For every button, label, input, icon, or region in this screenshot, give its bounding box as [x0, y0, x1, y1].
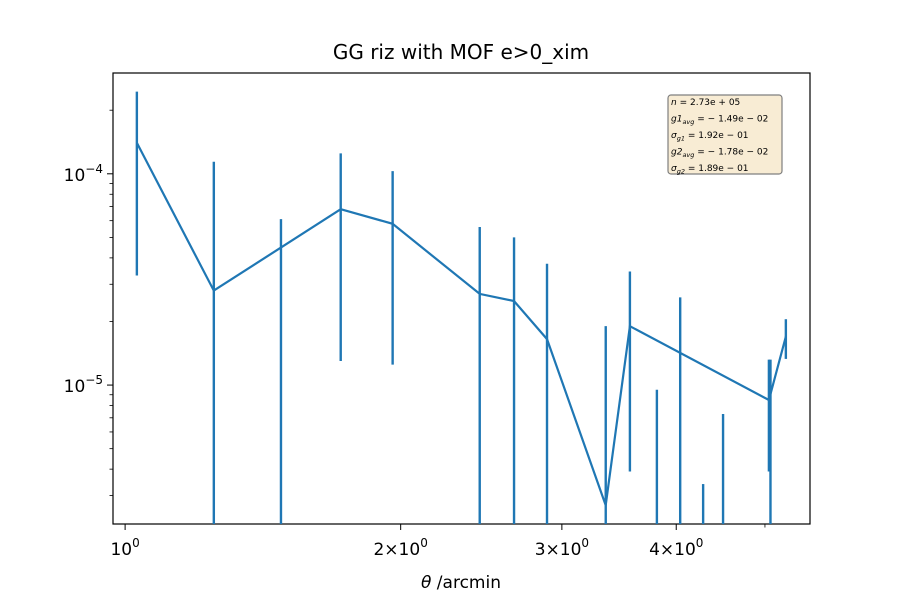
x-tick-label: 100 [110, 536, 139, 560]
y-axis: 10−5 10−4 [64, 109, 113, 496]
stats-line: g1avg = − 1.49e − 02 [671, 115, 768, 127]
chart-title: GG riz with MOF e>0_xim [333, 40, 589, 64]
stats-box: n = 2.73e + 05 g1avg = − 1.49e − 02 σg1 = … [667, 94, 783, 176]
stats-line: σg2 = 1.89e − 01 [671, 164, 749, 176]
x-tick-label: 2×100 [373, 536, 427, 560]
series-line [135, 142, 787, 506]
x-axis-label: θ /arcmin [421, 573, 501, 593]
stats-line: g2avg = − 1.78e − 02 [671, 148, 768, 160]
y-tick-label: 10−4 [64, 162, 103, 186]
plot-area [112, 72, 811, 525]
stats-line: σg1 = 1.92e − 01 [671, 131, 749, 143]
data-marks [135, 91, 788, 524]
y-tick-label: 10−5 [64, 373, 103, 397]
x-tick-label: 3×100 [535, 536, 589, 560]
stats-line: n = 2.73e + 05 [671, 98, 740, 108]
x-axis: 100 2×100 3×100 4×100 [110, 524, 766, 560]
x-tick-label: 4×100 [649, 536, 703, 560]
stats-box-frame [667, 94, 783, 175]
